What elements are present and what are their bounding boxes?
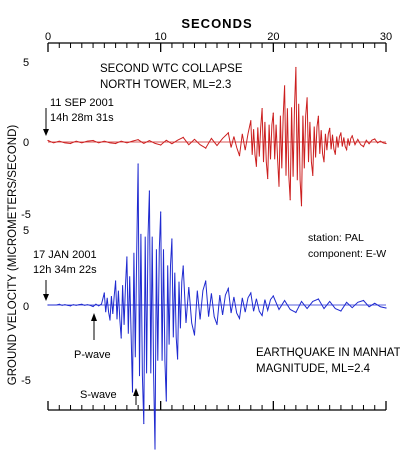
- earthquake-point-25: [250, 292, 252, 294]
- x-tick-label-10: 10: [155, 31, 167, 43]
- wtc-start-time: 14h 28m 31s: [50, 112, 114, 124]
- component-label: component: E-W: [308, 248, 386, 260]
- wtc-point-31: [385, 142, 387, 145]
- top-axis-ticks: 0 10 20 30: [45, 31, 392, 52]
- earthquake-point-14: [154, 448, 156, 450]
- earthquake-point-29: [317, 298, 319, 300]
- wtc-title-line1: SECOND WTC COLLAPSE: [100, 63, 243, 75]
- wtc-point-13: [267, 177, 269, 180]
- earthquake-point-28: [295, 311, 297, 314]
- wtc-point-26: [340, 132, 342, 134]
- x-tick-label-20: 20: [267, 31, 279, 43]
- earthquake-point-5: [103, 292, 105, 294]
- wtc-point-14: [272, 112, 274, 114]
- wtc-point-7: [205, 147, 207, 149]
- earthquake-point-10: [131, 391, 134, 393]
- station-label: station: PAL: [308, 232, 364, 244]
- earthquake-point-31: [362, 299, 365, 302]
- wtc-ytick-5: 5: [23, 57, 29, 69]
- earthquake-point-18: [177, 358, 179, 360]
- wtc-start-arrowhead: [43, 129, 49, 136]
- wtc-point-22: [317, 115, 319, 117]
- wtc-point-15: [278, 185, 280, 187]
- earthquake-point-1: [58, 303, 60, 305]
- earthquake-point-13: [148, 190, 150, 192]
- wtc-point-6: [182, 136, 184, 138]
- earthquake-point-20: [193, 334, 196, 336]
- seismogram-traces: [47, 66, 387, 450]
- wtc-point-30: [374, 138, 376, 140]
- wtc-point-29: [362, 146, 365, 148]
- earthquake-point-11: [137, 163, 139, 165]
- wtc-point-9: [238, 155, 241, 157]
- earthquake-point-4: [92, 305, 94, 308]
- earthquake-point-2: [69, 305, 72, 307]
- wtc-point-2: [92, 139, 94, 142]
- wtc-point-10: [250, 120, 252, 122]
- wtc-point-25: [334, 153, 336, 155]
- wtc-point-16: [284, 85, 286, 87]
- earthquake-point-26: [261, 314, 263, 317]
- x-tick-label-0: 0: [45, 31, 51, 43]
- eq-title-line2: MAGNITUDE, ML=2.4: [256, 363, 371, 375]
- bottom-axis-ticks: [47, 401, 387, 410]
- earthquake-point-30: [340, 310, 342, 312]
- wtc-point-19: [300, 205, 303, 207]
- eq-start-date: 17 JAN 2001: [33, 249, 97, 261]
- wtc-point-23: [323, 161, 325, 163]
- s-wave-arrowhead: [133, 388, 139, 396]
- wtc-trace: [47, 67, 387, 206]
- wtc-point-8: [227, 132, 229, 134]
- wtc-point-3: [115, 142, 117, 145]
- wtc-point-5: [160, 144, 162, 146]
- eq-ytick-5: 5: [23, 225, 29, 237]
- wtc-point-4: [137, 139, 139, 141]
- x-tick-label-30: 30: [380, 31, 392, 43]
- x-axis-label: SECONDS: [181, 16, 252, 31]
- eq-title-line1: EARTHQUAKE IN MANHATTAN: [256, 347, 400, 359]
- eq-start-arrowhead: [43, 294, 49, 301]
- wtc-point-24: [329, 127, 331, 129]
- earthquake-point-6: [109, 319, 111, 321]
- eq-ytick-neg5: -5: [21, 375, 31, 387]
- earthquake-point-16: [165, 400, 167, 402]
- earthquake-point-9: [126, 256, 128, 258]
- earthquake-point-19: [182, 265, 184, 267]
- earthquake-point-12: [143, 422, 145, 425]
- earthquake-point-27: [272, 295, 274, 297]
- wtc-point-11: [255, 165, 257, 167]
- wtc-ytick-neg5: -5: [21, 209, 31, 221]
- wtc-point-20: [306, 97, 308, 99]
- eq-start-time: 12h 34m 22s: [33, 264, 97, 276]
- eq-ytick-0: 0: [23, 301, 29, 313]
- wtc-title-line2: NORTH TOWER, ML=2.3: [100, 79, 231, 91]
- earthquake-point-22: [216, 323, 218, 326]
- wtc-point-27: [346, 149, 348, 151]
- earthquake-point-3: [81, 303, 83, 305]
- wtc-point-1: [69, 142, 72, 145]
- wtc-point-0: [47, 139, 49, 142]
- s-wave-label: S-wave: [80, 389, 117, 401]
- earthquake-point-24: [238, 317, 241, 320]
- y-axis-label: GROUND VELOCITY (MICROMETERS/SECOND): [7, 125, 19, 386]
- earthquake-point-17: [171, 238, 173, 240]
- p-wave-arrowhead: [91, 313, 97, 321]
- earthquake-point-7: [115, 280, 117, 282]
- wtc-point-21: [312, 174, 314, 176]
- wtc-point-12: [261, 108, 263, 110]
- wtc-ytick-0: 0: [23, 137, 29, 149]
- earthquake-point-15: [160, 211, 162, 213]
- p-wave-label: P-wave: [74, 349, 111, 361]
- wtc-point-18: [295, 66, 297, 69]
- earthquake-point-8: [120, 337, 122, 339]
- earthquake-point-21: [205, 280, 207, 282]
- earthquake-point-32: [385, 307, 387, 309]
- earthquake-point-23: [227, 287, 229, 290]
- wtc-point-17: [289, 199, 291, 201]
- earthquake-point-0: [47, 304, 49, 306]
- wtc-start-date: 11 SEP 2001: [50, 97, 114, 109]
- wtc-point-28: [351, 135, 353, 137]
